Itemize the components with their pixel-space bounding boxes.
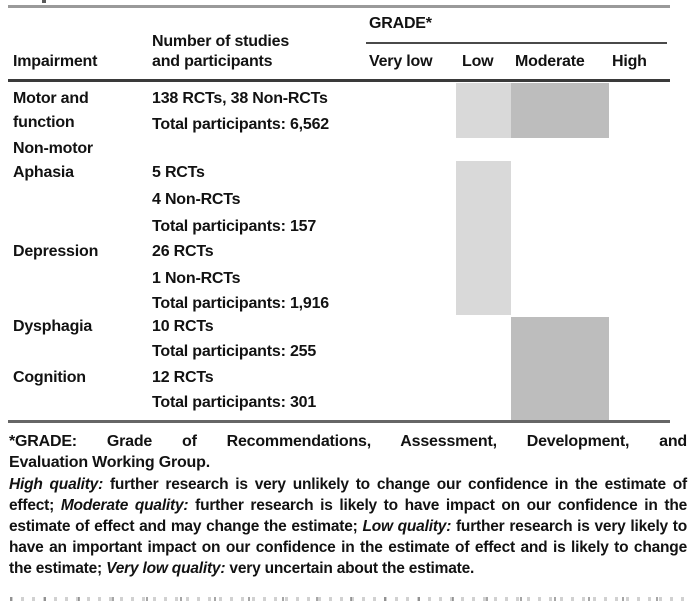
definition-text-low: further research is very likely to have …	[9, 518, 687, 577]
row-label-depression: Depression	[13, 243, 99, 260]
participants-cognition: Total participants: 301	[152, 394, 317, 411]
studies-cognition-rcts: 12 RCTs	[152, 369, 214, 386]
section-label-non-motor: Non-motor	[13, 140, 93, 157]
definition-text-very-low: very uncertain about the estimate.	[225, 560, 475, 577]
studies-aphasia-rcts: 5 RCTs	[152, 164, 205, 181]
cutoff-text-artifact-top	[42, 0, 46, 3]
cutoff-text-artifact-bottom	[10, 597, 686, 601]
grade-header-underline	[366, 42, 667, 44]
table-bottom-rule	[8, 420, 670, 423]
definition-text-high: further research is very unlikely to cha…	[9, 476, 687, 514]
col-header-grade: GRADE*	[369, 15, 432, 32]
definition-text-moderate: further research is likely to have impac…	[9, 497, 688, 535]
row-label-cognition: Cognition	[13, 369, 86, 386]
grade-cell-motor-moderate	[511, 83, 609, 138]
grade-abbreviation-line1: *GRADE: Grade of Recommendations, Assess…	[9, 433, 687, 450]
participants-aphasia: Total participants: 157	[152, 218, 317, 235]
grade-cell-aphasia-depression-low	[456, 161, 511, 315]
definition-term-low: Low quality:	[362, 518, 452, 535]
col-header-impairment: Impairment	[13, 53, 98, 70]
row-label-aphasia: Aphasia	[13, 164, 74, 181]
definition-term-very-low: Very low quality:	[106, 560, 226, 577]
col-header-studies-line1: Number of studies	[152, 33, 290, 50]
grade-level-moderate: Moderate	[515, 53, 585, 70]
participants-motor: Total participants: 6,562	[152, 116, 329, 133]
studies-depression-rcts: 26 RCTs	[152, 243, 214, 260]
studies-aphasia-nonrcts: 4 Non-RCTs	[152, 191, 241, 208]
definition-term-high: High quality:	[9, 476, 104, 493]
table-top-rule	[8, 5, 670, 8]
table-footnote: *GRADE: Grade of Recommendations, Assess…	[9, 431, 687, 579]
studies-dysphagia-rcts: 10 RCTs	[152, 318, 214, 335]
grade-cell-motor-low	[456, 83, 511, 138]
grade-cell-dysphagia-cognition-moderate	[511, 317, 609, 420]
grade-quality-definitions: High quality: further research is very u…	[9, 474, 687, 579]
grade-level-low: Low	[462, 53, 494, 70]
header-bottom-rule	[8, 79, 670, 82]
row-label-motor-line2: function	[13, 114, 75, 131]
grade-abbreviation-line2: Evaluation Working Group.	[9, 454, 210, 471]
participants-dysphagia: Total participants: 255	[152, 343, 317, 360]
studies-motor-rcts: 138 RCTs, 38 Non-RCTs	[152, 90, 328, 107]
participants-depression: Total participants: 1,916	[152, 295, 329, 312]
row-label-motor-line1: Motor and	[13, 90, 89, 107]
grade-level-high: High	[612, 53, 647, 70]
col-header-studies-line2: and participants	[152, 53, 273, 70]
row-label-dysphagia: Dysphagia	[13, 318, 93, 335]
studies-depression-nonrcts: 1 Non-RCTs	[152, 270, 241, 287]
definition-term-moderate: Moderate quality:	[60, 497, 189, 514]
grade-level-very-low: Very low	[369, 53, 433, 70]
